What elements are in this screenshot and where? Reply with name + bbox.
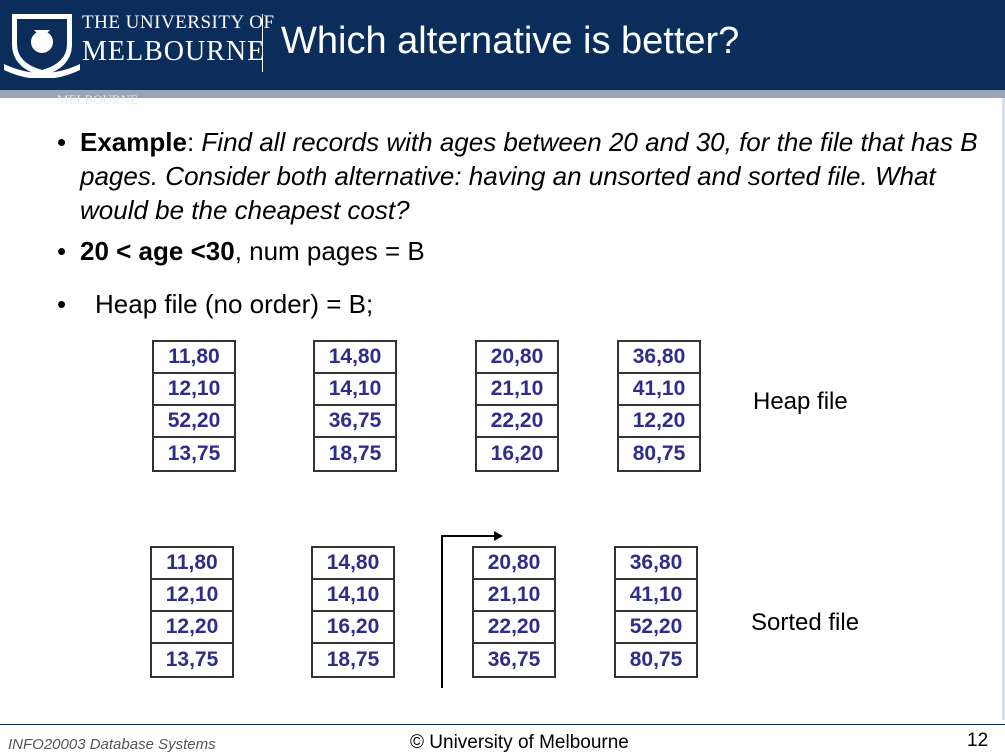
bullet-marker: •: [57, 289, 67, 319]
record-cell: 36,80: [619, 342, 699, 374]
record-cell: 36,75: [315, 406, 395, 438]
record-cell: 11,80: [154, 342, 234, 374]
sorted-page-2: 14,80 14,10 16,20 18,75: [311, 546, 395, 678]
bullet-marker: •: [57, 127, 67, 157]
record-cell: 52,20: [154, 406, 234, 438]
record-cell: 14,80: [315, 342, 395, 374]
heap-page-4: 36,80 41,10 12,20 80,75: [617, 340, 701, 472]
record-cell: 20,80: [477, 342, 557, 374]
record-cell: 52,20: [616, 612, 696, 644]
condition-rest: , num pages = B: [234, 236, 425, 266]
record-cell: 41,10: [616, 580, 696, 612]
header-bar: [0, 0, 1005, 90]
right-edge-decoration: [1002, 98, 1005, 720]
record-cell: 41,10: [619, 374, 699, 406]
record-cell: 12,20: [152, 612, 232, 644]
record-cell: 11,80: [152, 548, 232, 580]
ghost-watermark: MELBOURNE: [57, 92, 138, 107]
condition-bullet: 20 < age <30, num pages = B: [80, 234, 980, 268]
slide-title: Which alternative is better?: [281, 20, 740, 62]
footer-course: INFO20003 Database Systems: [8, 736, 216, 753]
footer-divider: [0, 724, 1005, 725]
record-cell: 22,20: [474, 612, 554, 644]
record-cell: 16,20: [313, 612, 393, 644]
condition-bold: 20 < age <30: [80, 236, 235, 266]
record-cell: 13,75: [165, 648, 219, 671]
record-cell: 20,80: [474, 548, 554, 580]
record-cell: 18,75: [326, 648, 380, 671]
example-separator: :: [186, 127, 202, 157]
scan-start-arrow-icon: [441, 531, 503, 688]
record-cell: 21,10: [477, 374, 557, 406]
example-label: Example: [80, 127, 187, 157]
sorted-file-label: Sorted file: [751, 609, 860, 636]
heap-page-2: 14,80 14,10 36,75 18,75: [313, 340, 397, 472]
heap-cost-bullet: Heap file (no order) = B;: [95, 289, 374, 319]
university-name-line1: THE UNIVERSITY OF: [82, 12, 275, 33]
example-text: Find all records with ages between 20 an…: [80, 127, 978, 225]
footer-copyright: © University of Melbourne: [410, 732, 629, 753]
record-cell: 14,10: [315, 374, 395, 406]
sorted-page-1: 11,80 12,10 12,20 13,75: [150, 546, 234, 678]
record-cell: 12,10: [154, 374, 234, 406]
record-cell: 18,75: [328, 442, 382, 465]
heap-file-label: Heap file: [753, 388, 848, 415]
record-cell: 14,10: [313, 580, 393, 612]
record-cell: 13,75: [167, 442, 221, 465]
record-cell: 16,20: [490, 442, 544, 465]
example-bullet: Example: Find all records with ages betw…: [80, 125, 980, 227]
heap-page-1: 11,80 12,10 52,20 13,75: [152, 340, 236, 472]
record-cell: 21,10: [474, 580, 554, 612]
heap-page-3: 20,80 21,10 22,20 16,20: [475, 340, 559, 472]
header-strip: [0, 90, 1005, 98]
record-cell: 80,75: [632, 442, 686, 465]
record-cell: 36,75: [487, 648, 541, 671]
university-name-line2: MELBOURNE: [82, 36, 266, 67]
sorted-page-4: 36,80 41,10 52,20 80,75: [614, 546, 698, 678]
bullet-marker: •: [57, 236, 67, 266]
record-cell: 12,10: [152, 580, 232, 612]
slide-number: 12: [967, 730, 989, 751]
record-cell: 22,20: [477, 406, 557, 438]
sorted-page-3: 20,80 21,10 22,20 36,75: [472, 546, 556, 678]
logo-divider: [262, 14, 263, 72]
record-cell: 14,80: [313, 548, 393, 580]
record-cell: 36,80: [616, 548, 696, 580]
record-cell: 80,75: [629, 648, 683, 671]
university-crest-icon: [4, 14, 80, 78]
record-cell: 12,20: [619, 406, 699, 438]
